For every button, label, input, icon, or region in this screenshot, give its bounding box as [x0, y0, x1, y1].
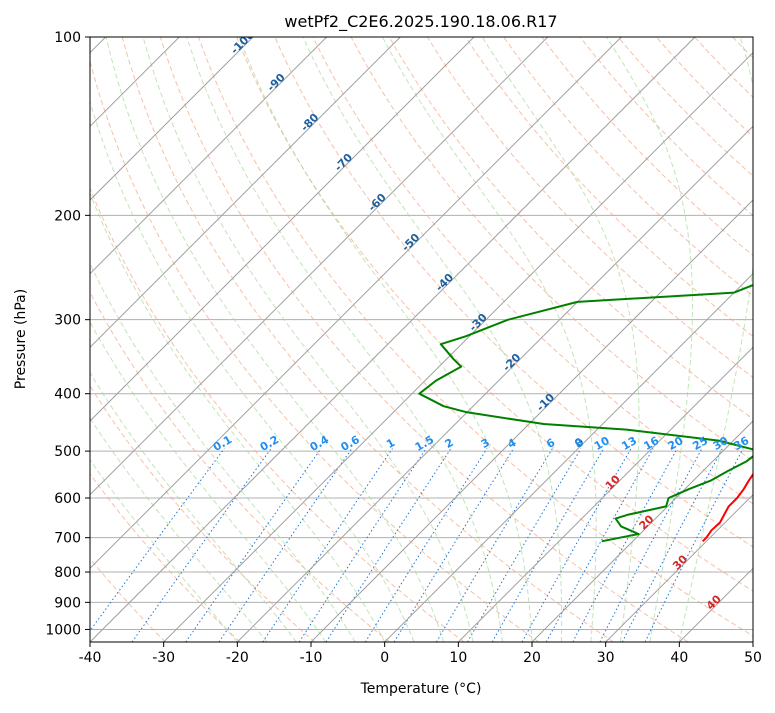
y-tick-label: 400	[54, 387, 81, 403]
y-tick-label: 700	[54, 531, 81, 547]
x-tick-label: 10	[449, 650, 467, 666]
x-tick-label: 40	[670, 650, 688, 666]
y-axis-label: Pressure (hPa)	[13, 289, 29, 389]
x-tick-label: 50	[744, 650, 762, 666]
x-tick-label: 30	[597, 650, 615, 666]
x-tick-label: 20	[523, 650, 541, 666]
y-tick-label: 900	[54, 595, 81, 611]
x-tick-label: -10	[300, 650, 323, 666]
y-tick-label: 300	[54, 313, 81, 329]
y-tick-label: 600	[54, 491, 81, 507]
x-tick-label: 0	[380, 650, 389, 666]
x-tick-label: -30	[152, 650, 175, 666]
y-tick-label: 1000	[45, 622, 81, 638]
y-tick-label: 200	[54, 208, 81, 224]
x-axis-label: Temperature (°C)	[360, 681, 482, 697]
x-tick-label: -20	[226, 650, 249, 666]
chart-title: wetPf2_C2E6.2025.190.18.06.R17	[284, 12, 557, 32]
x-tick-label: -40	[79, 650, 102, 666]
y-tick-label: 100	[54, 30, 81, 46]
y-tick-label: 800	[54, 565, 81, 581]
y-tick-label: 500	[54, 444, 81, 460]
